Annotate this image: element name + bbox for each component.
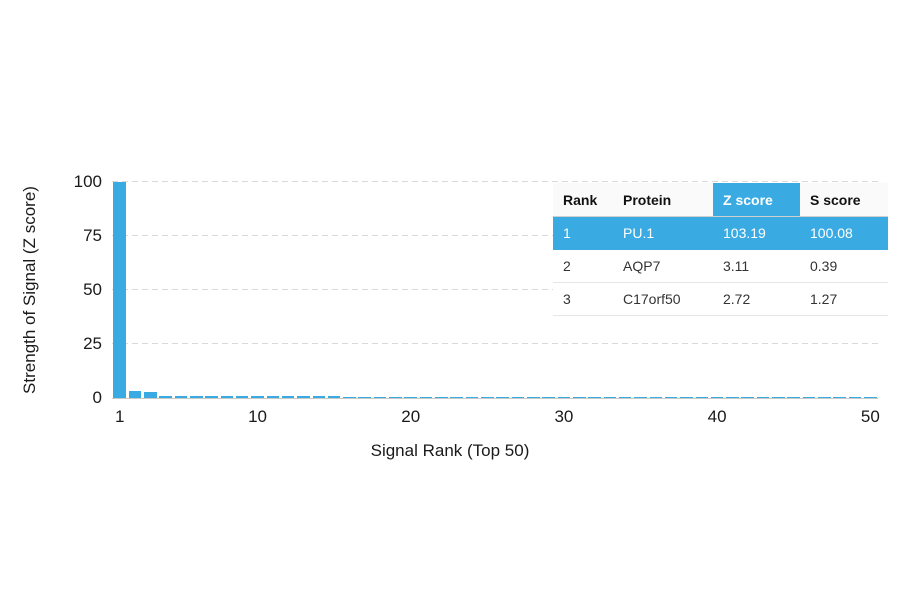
cell-protein: AQP7: [623, 258, 661, 274]
bar-rank-47: [818, 396, 831, 398]
header-protein: Protein: [623, 191, 672, 208]
bar-rank-34: [618, 396, 632, 398]
cell-rank: 3: [563, 291, 571, 307]
cell-protein: PU.1: [623, 225, 655, 241]
bar-rank-37: [664, 396, 678, 398]
header-z-score: Z score: [713, 183, 800, 216]
bar-rank-25: [481, 396, 494, 398]
bar-rank-18: [373, 396, 387, 398]
x-tick-label-50: 50: [860, 407, 880, 426]
cell-s: 0.39: [810, 258, 838, 274]
gridline-50: [112, 289, 878, 290]
bar-rank-16: [343, 396, 356, 398]
bar-rank-2: [128, 391, 142, 398]
bar-rank-5: [174, 396, 188, 398]
bar-rank-50: [864, 396, 877, 398]
bar-rank-48: [833, 396, 846, 398]
bar-rank-19: [389, 396, 402, 398]
x-tick-labels: 1 10 20 30 40 50: [112, 407, 880, 431]
score-table: Rank Protein Z score S score 1 PU.1 103.19…: [553, 183, 888, 316]
bar-rank-23: [450, 396, 463, 398]
y-tick-label-0: 0: [92, 388, 102, 407]
y-tick-labels: 0 25 50 75 100: [36, 172, 102, 407]
bar-rank-38: [680, 396, 693, 398]
bar-rank-21: [419, 396, 433, 398]
bar-rank-1: [113, 182, 126, 398]
bar-rank-36: [649, 396, 663, 398]
x-axis-label: Signal Rank (Top 50): [370, 441, 530, 460]
cell-z: 103.19: [723, 225, 766, 241]
bar-rank-26: [496, 396, 509, 398]
bar-rank-40: [710, 396, 724, 398]
bar-rank-20: [404, 396, 417, 398]
bar-rank-14: [312, 396, 326, 398]
x-tick-label-30: 30: [554, 407, 574, 426]
x-tick-label-40: 40: [707, 407, 727, 426]
bar-rank-41: [726, 396, 739, 398]
x-tick-label-10: 10: [248, 407, 267, 426]
bar-rank-11: [266, 396, 280, 398]
bar-rank-42: [741, 396, 755, 398]
bar-rank-24: [465, 396, 479, 398]
bar-rank-45: [787, 396, 800, 398]
plot-area: [112, 181, 878, 399]
bar-rank-30: [557, 396, 571, 398]
bar-rank-27: [511, 396, 525, 398]
bar-rank-10: [251, 396, 264, 398]
y-tick-label-25: 25: [83, 334, 102, 353]
bar-rank-4: [159, 395, 172, 398]
bar-rank-39: [695, 396, 709, 398]
score-table-header: Rank Protein Z score S score: [553, 183, 888, 217]
table-row-rank-1: 1 PU.1 103.19 100.08: [553, 217, 888, 250]
cell-s: 100.08: [810, 225, 853, 241]
bar-rank-12: [281, 396, 295, 398]
header-rank: Rank: [563, 191, 598, 208]
bar-rank-28: [527, 396, 540, 398]
bar-rank-35: [634, 396, 647, 398]
bar-rank-3: [144, 392, 157, 398]
bar-rank-29: [542, 396, 555, 398]
score-table-body: 1 PU.1 103.19 100.08 2 AQP7 3.11 0.39 3 C17orf50 2…: [553, 217, 888, 316]
table-row-rank-3: 3 C17orf50 2.72 1.27: [553, 283, 888, 316]
bar-rank-31: [572, 396, 586, 398]
y-tick-label-100: 100: [73, 172, 102, 191]
gridline-75: [112, 235, 878, 236]
bar-rank-9: [235, 396, 249, 398]
gridline-100: [112, 181, 878, 182]
bar-rank-7: [205, 396, 218, 398]
cell-protein: C17orf50: [623, 291, 681, 307]
bar-rank-44: [772, 396, 785, 398]
table-row-rank-2: 2 AQP7 3.11 0.39: [553, 250, 888, 283]
bar-rank-46: [802, 396, 816, 398]
bar-rank-13: [297, 396, 310, 398]
cell-z: 3.11: [723, 258, 750, 274]
cell-rank: 2: [563, 258, 571, 274]
x-tick-label-1: 1: [114, 407, 125, 426]
y-tick-label-50: 50: [83, 280, 102, 299]
header-s-score: S score: [810, 191, 861, 208]
bar-rank-15: [327, 396, 341, 398]
bar-rank-33: [603, 396, 617, 398]
cell-z: 2.72: [723, 291, 751, 307]
y-tick-label-75: 75: [83, 226, 102, 245]
bar-rank-49: [848, 396, 862, 398]
x-tick-label-20: 20: [401, 407, 421, 426]
bar-rank-43: [756, 396, 770, 398]
cell-rank: 1: [563, 225, 571, 241]
bar-rank-17: [358, 396, 372, 398]
bar-rank-32: [588, 396, 601, 398]
bar-rank-6: [189, 396, 203, 398]
bar-rank-22: [435, 396, 448, 398]
bar-rank-8: [220, 396, 234, 398]
cell-s: 1.27: [810, 291, 838, 307]
gridline-25: [112, 343, 878, 344]
